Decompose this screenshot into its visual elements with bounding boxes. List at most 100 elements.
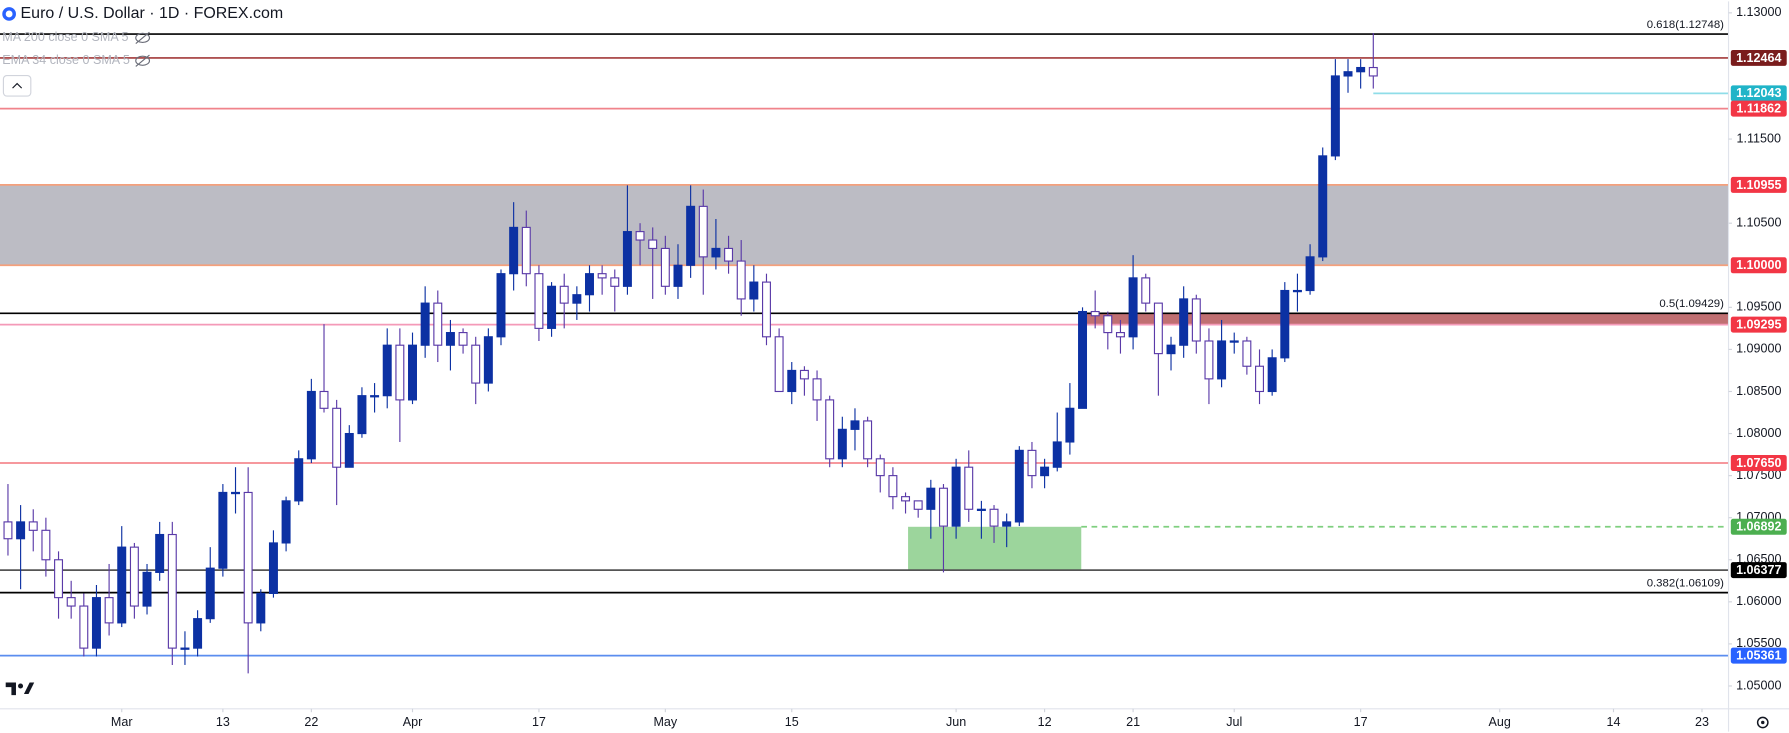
fib-label: 0.5(1.09429) [1659, 298, 1724, 310]
fib-label: 0.382(1.06109) [1647, 578, 1724, 590]
candle-body [547, 285, 557, 329]
candle-body [319, 390, 329, 409]
candle-body [471, 344, 481, 384]
candle-body [951, 466, 961, 527]
candle-body [686, 205, 696, 266]
indicator-label[interactable]: EMA 34 close 0 SMA 5 [2, 53, 130, 67]
price-badge [1730, 176, 1787, 193]
x-tick-label: Jul [1226, 715, 1242, 729]
candle-body [281, 500, 291, 544]
visibility-icon[interactable] [135, 54, 151, 67]
candle-body [243, 491, 253, 624]
candle-body [521, 226, 531, 275]
price-badge-label: 1.09295 [1736, 317, 1781, 331]
y-tick-label: 1.13000 [1736, 5, 1781, 19]
candle-body [774, 336, 784, 393]
candle-body [901, 496, 911, 502]
indicator-label[interactable]: MA 200 close 0 SMA 5 [2, 30, 128, 44]
x-tick-label: 21 [1126, 715, 1140, 729]
collapse-icon [12, 82, 23, 89]
candle-body [91, 597, 101, 649]
candle-body [420, 302, 430, 346]
candle-body [1141, 277, 1151, 304]
price-badge [1730, 518, 1787, 535]
candle-body [1002, 521, 1012, 527]
y-tick-label: 1.09000 [1736, 342, 1781, 356]
candle-body [761, 281, 771, 338]
candle-body [1078, 310, 1088, 409]
candle-body [357, 395, 367, 435]
candle-body [989, 508, 999, 527]
x-tick-label: Mar [111, 715, 133, 729]
candle-body [888, 475, 898, 498]
candle-body [1052, 441, 1062, 468]
y-tick-label: 1.10500 [1736, 216, 1781, 230]
candle-body [509, 226, 519, 275]
price-badge [1730, 49, 1787, 66]
candle-body [749, 281, 759, 300]
candle-body [129, 546, 139, 607]
candle-body [344, 432, 354, 468]
candle-body [1255, 365, 1265, 393]
candle-body [142, 571, 152, 607]
price-badge [1730, 562, 1787, 579]
candle-body [711, 247, 721, 258]
candle-body [193, 618, 203, 649]
candle-body [1368, 66, 1378, 77]
candle-body [41, 529, 51, 561]
y-tick-label: 1.05000 [1736, 678, 1781, 692]
candle-body [597, 273, 607, 279]
logo [5, 682, 35, 696]
candle-body [1204, 340, 1214, 380]
symbol-flag [5, 10, 13, 18]
x-tick-label: 23 [1695, 715, 1709, 729]
candle-body [559, 285, 569, 304]
visibility-icon[interactable] [135, 31, 151, 45]
candle-body [3, 521, 13, 540]
candle-body [812, 378, 822, 401]
candle-body [698, 205, 708, 258]
candle-body [938, 487, 948, 527]
candle-body [635, 231, 645, 241]
candle-body [648, 239, 658, 250]
x-tick-label: 17 [532, 715, 546, 729]
price-badge [1730, 257, 1787, 274]
candle-body [660, 247, 670, 287]
y-tick-label: 1.05500 [1736, 636, 1781, 650]
candle-body [787, 369, 797, 393]
candle-body [1318, 155, 1328, 258]
candle-body [218, 491, 228, 569]
candle-body [1267, 357, 1277, 393]
price-badge-label: 1.06377 [1736, 563, 1781, 577]
candle-body [976, 508, 986, 511]
settings-icon[interactable] [1756, 716, 1769, 729]
candle-body [534, 273, 544, 329]
candle-body [1128, 277, 1138, 338]
candle-body [913, 500, 923, 510]
candle-body [1065, 407, 1075, 443]
price-badge [1730, 100, 1787, 117]
candle-body [1217, 340, 1227, 380]
zone [1081, 313, 1729, 325]
candle-body [483, 336, 493, 384]
candle-body [496, 273, 506, 338]
candle-body [155, 533, 165, 573]
y-tick-label: 1.07500 [1736, 468, 1781, 482]
fib-label: 0.618(1.12748) [1647, 19, 1724, 31]
candle-body [1166, 344, 1176, 355]
candle-body [1115, 332, 1125, 338]
candle-body [1014, 449, 1024, 523]
y-tick-label: 1.09500 [1736, 300, 1781, 314]
collapse-button[interactable] [2, 74, 32, 97]
candle-body [850, 420, 860, 430]
x-tick-label: Jun [946, 715, 966, 729]
candle-body [167, 533, 177, 649]
candle-body [117, 546, 127, 624]
candle-body [408, 344, 417, 401]
candle-body [370, 395, 380, 398]
candle-body [1229, 340, 1239, 343]
candle-body [1040, 466, 1050, 477]
candle-body [231, 491, 241, 495]
candle-body [268, 542, 278, 594]
